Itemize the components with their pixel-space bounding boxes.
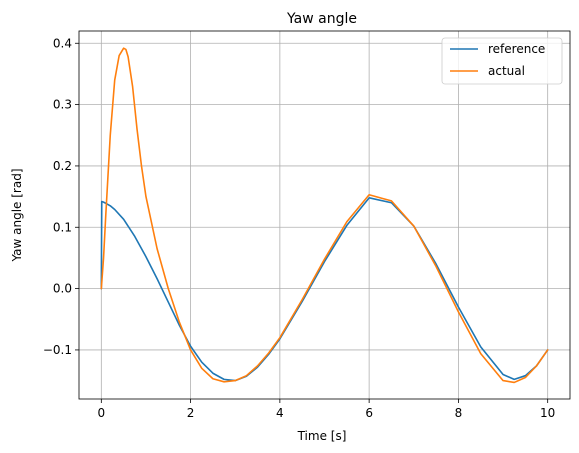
x-tick-label: 10 [540, 406, 555, 420]
y-tick-label: −0.1 [43, 343, 72, 357]
y-tick-label: 0.4 [53, 36, 72, 50]
chart-title: Yaw angle [286, 11, 357, 27]
y-axis-label: Yaw angle [rad] [10, 168, 24, 262]
y-tick-label: 0.1 [53, 220, 72, 234]
x-axis-label: Time [s] [297, 429, 347, 443]
grid [79, 31, 570, 399]
series-line-actual [100, 47, 549, 384]
legend-label-actual: actual [488, 64, 525, 78]
x-tick-label: 6 [365, 406, 373, 420]
legend: reference actual [441, 37, 563, 85]
axis-ticks: 0 2 4 6 8 10 −0.1 0.0 0.1 0.2 0.3 0.4 [43, 36, 555, 420]
plot-frame [78, 30, 571, 400]
y-tick-label: 0.2 [53, 159, 72, 173]
legend-label-reference: reference [488, 42, 545, 56]
series-layer [100, 47, 549, 384]
x-tick-label: 8 [455, 406, 463, 420]
y-tick-label: 0.3 [53, 98, 72, 112]
y-tick-label: 0.0 [53, 282, 72, 296]
x-tick-label: 2 [187, 406, 195, 420]
x-tick-label: 4 [276, 406, 284, 420]
x-tick-label: 0 [97, 406, 105, 420]
